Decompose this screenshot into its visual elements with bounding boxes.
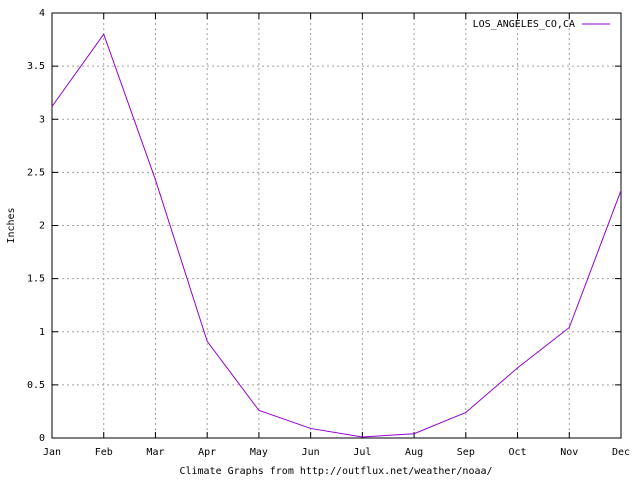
y-tick-label: 0: [39, 433, 45, 444]
x-axis-label: Climate Graphs from http://outflux.net/w…: [179, 466, 492, 477]
x-tick-label: Oct: [509, 447, 527, 458]
plot-border: [51, 12, 622, 439]
x-tick-label: May: [250, 447, 268, 458]
y-axis-label: Inches: [6, 207, 17, 243]
x-tick-label: Aug: [405, 447, 423, 458]
y-tick-label: 1.5: [27, 274, 45, 285]
x-tick-label: Nov: [560, 447, 578, 458]
y-tick-label: 1: [39, 327, 45, 338]
y-tick-label: 3: [39, 114, 45, 125]
y-tick-label: 0.5: [27, 380, 45, 391]
x-tick-label: Apr: [198, 447, 216, 458]
x-tick-label: Sep: [457, 447, 475, 458]
x-tick-label: Feb: [95, 447, 113, 458]
x-tick-label: Mar: [146, 447, 164, 458]
y-tick-label: 4: [39, 8, 45, 19]
data-line: [51, 33, 622, 438]
x-tick-label: Jul: [353, 447, 371, 458]
y-tick-label: 2.5: [27, 167, 45, 178]
x-tick-label: Dec: [612, 447, 630, 458]
x-tick-label: Jan: [43, 447, 61, 458]
legend-label: LOS_ANGELES_CO,CA: [473, 19, 575, 30]
y-tick-label: 2: [39, 221, 45, 232]
y-tick-label: 3.5: [27, 61, 45, 72]
x-tick-label: Jun: [302, 447, 320, 458]
